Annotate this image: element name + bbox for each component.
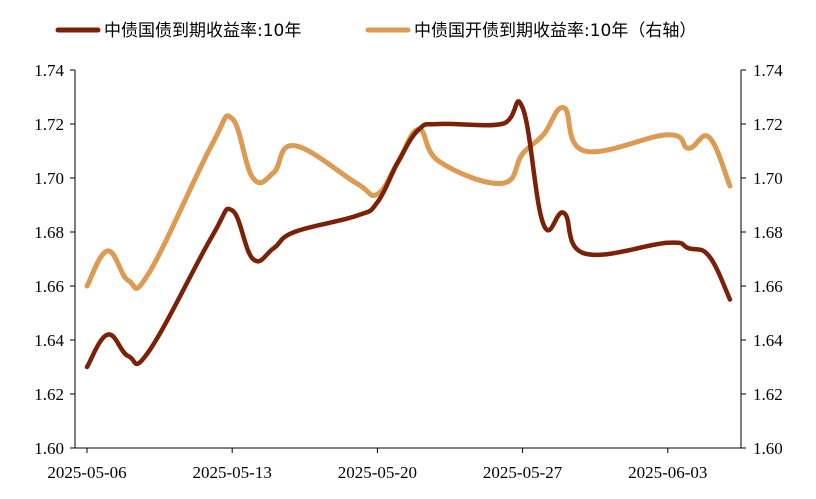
- y-tick-label-left: 1.64: [34, 331, 64, 350]
- y-tick-label-right: 1.72: [753, 115, 783, 134]
- y-tick-label-left: 1.70: [34, 169, 64, 188]
- y-tick-label-right: 1.60: [753, 439, 783, 458]
- y-tick-label-left: 1.68: [34, 223, 64, 242]
- legend-label-series-2: 中债国开债到期收益率:10年（右轴）: [414, 21, 696, 41]
- y-tick-label-right: 1.62: [753, 385, 783, 404]
- series-layer: [84, 99, 733, 370]
- y-tick-label-left: 1.66: [34, 277, 64, 296]
- x-tick-label: 2025-05-06: [47, 463, 126, 482]
- axes: 1.60 1.60 1.62 1.62 1.64 1.64 1.66 1.66 1.68 1.68…: [34, 61, 783, 482]
- series-line-1: [84, 99, 733, 370]
- x-tick-label: 2025-05-13: [193, 463, 272, 482]
- y-tick-label-right: 1.74: [753, 61, 783, 80]
- y-tick-label-left: 1.62: [34, 385, 64, 404]
- y-tick-label-right: 1.64: [753, 331, 783, 350]
- y-tick-label-left: 1.72: [34, 115, 64, 134]
- x-tick-label: 2025-05-20: [338, 463, 417, 482]
- y-tick-label-left: 1.60: [34, 439, 64, 458]
- y-tick-label-left: 1.74: [34, 61, 64, 80]
- x-tick-label: 2025-05-27: [483, 463, 563, 482]
- y-tick-label-right: 1.70: [753, 169, 783, 188]
- legend: 中债国债到期收益率:10年 中债国开债到期收益率:10年（右轴）: [55, 21, 696, 41]
- x-tick-label: 2025-06-03: [628, 463, 707, 482]
- series-line-2: [84, 105, 733, 291]
- legend-label-series-1: 中债国债到期收益率:10年: [104, 21, 301, 41]
- y-tick-label-right: 1.68: [753, 223, 783, 242]
- y-tick-label-right: 1.66: [753, 277, 783, 296]
